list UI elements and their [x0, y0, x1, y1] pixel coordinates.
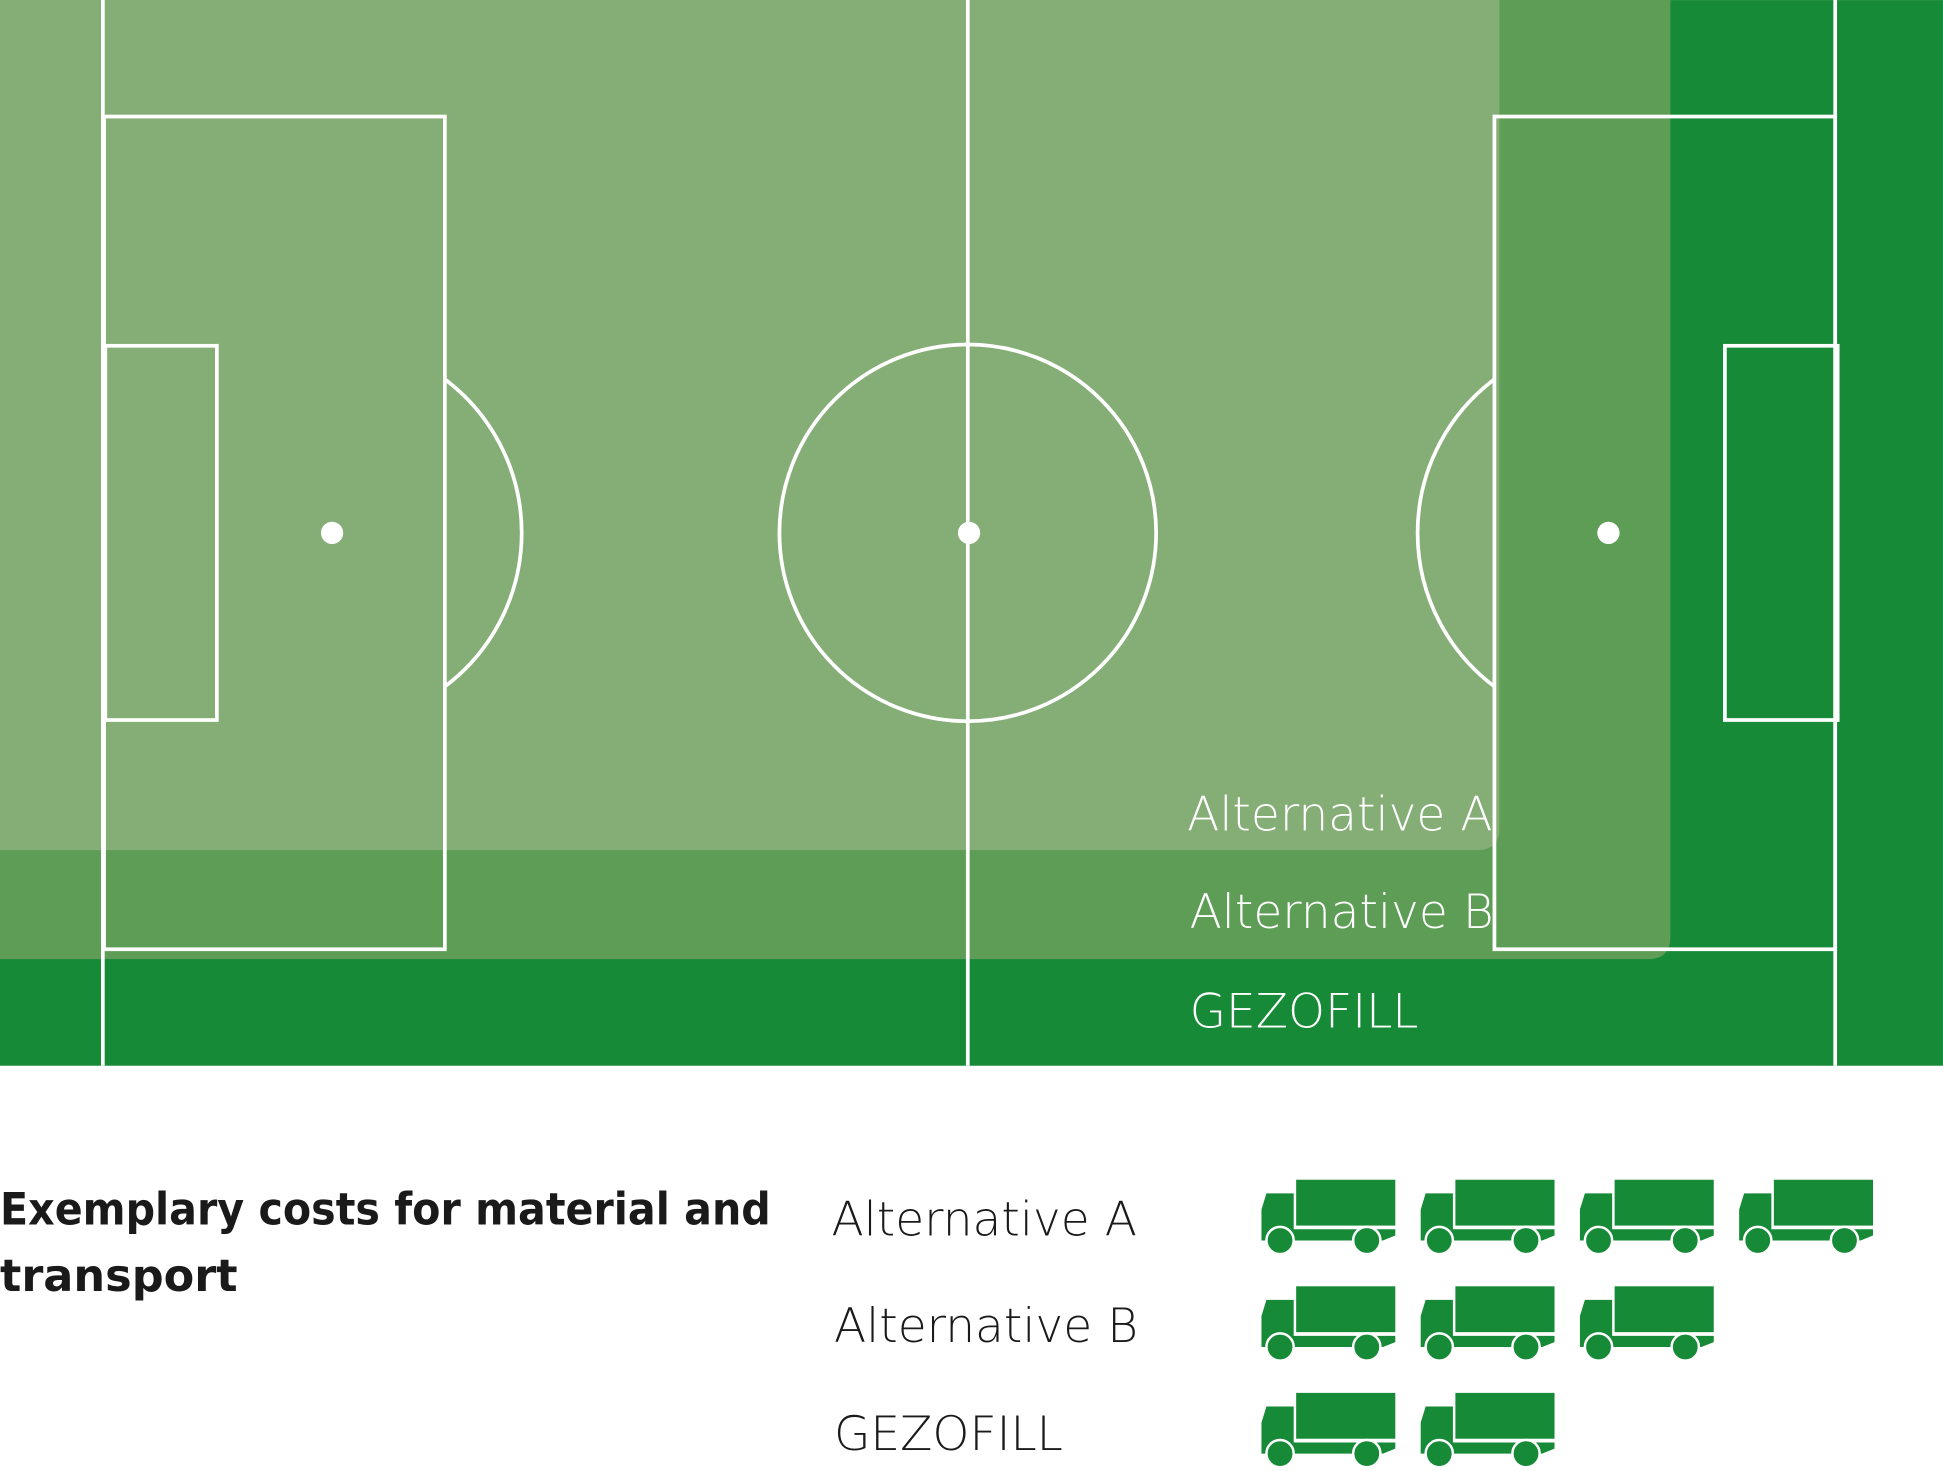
truck-icon: [1420, 1392, 1555, 1469]
center-circle: [777, 342, 1158, 724]
truck-icon: [1420, 1286, 1555, 1362]
left-goal-area: [103, 343, 219, 722]
truck-icon: [1579, 1179, 1714, 1256]
left-penalty-spot: [320, 521, 344, 545]
truck-icon: [1261, 1392, 1396, 1469]
truck-icon: [1579, 1286, 1714, 1362]
cost-label-gezofill: GEZOFILL: [834, 1407, 1063, 1462]
center-spot: [957, 521, 981, 545]
costs-title-line1: Exemplary costs for material and: [0, 1183, 771, 1235]
right-penalty-spot: [1597, 521, 1620, 545]
alternative-a-area: [0, 0, 1500, 851]
truck-rows: [1261, 1179, 1873, 1469]
cost-label-alternative-a: Alternative A: [831, 1193, 1136, 1248]
field-label-gezofill: GEZOFILL: [1190, 984, 1419, 1039]
right-penalty-box: [1492, 114, 1838, 952]
right-penalty-arc: [1415, 377, 1496, 689]
truck-icon: [1739, 1179, 1873, 1256]
truck-icon: [1261, 1179, 1396, 1256]
right-goal-area: [1723, 343, 1840, 722]
field-label-alternative-b: Alternative B: [1190, 885, 1494, 940]
field-label-alternative-a: Alternative A: [1187, 787, 1492, 842]
costs-section: Exemplary costs for material and transpo…: [0, 1179, 1873, 1469]
left-penalty-arc: [443, 377, 524, 689]
truck-icon: [1261, 1286, 1396, 1362]
cost-label-alternative-b: Alternative B: [834, 1299, 1138, 1354]
truck-icon: [1420, 1179, 1555, 1256]
costs-title-line2: transport: [0, 1250, 238, 1302]
football-field: Alternative A Alternative B GEZOFILL: [0, 0, 1943, 1066]
